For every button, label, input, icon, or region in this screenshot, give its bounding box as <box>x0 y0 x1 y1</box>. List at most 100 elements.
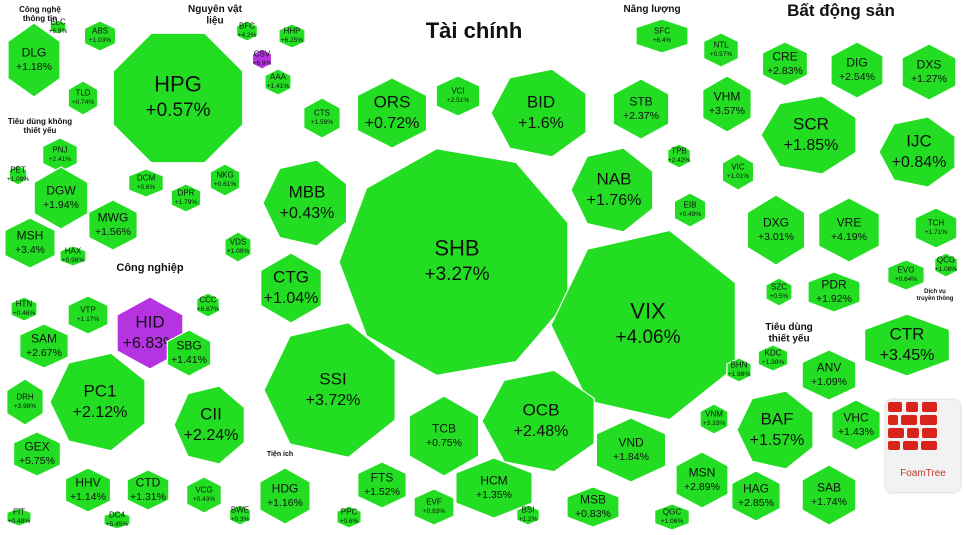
treemap-cell[interactable] <box>566 486 620 528</box>
treemap-cell[interactable] <box>6 507 32 527</box>
treemap-cell[interactable] <box>731 470 781 522</box>
treemap-cell[interactable] <box>408 395 480 477</box>
treemap-cell[interactable] <box>654 503 690 531</box>
treemap-cell[interactable] <box>262 159 348 247</box>
cell-ticker-label: DGW <box>46 183 76 197</box>
treemap-cell[interactable] <box>612 78 670 140</box>
treemap-cell[interactable] <box>229 504 251 526</box>
cell-change-label: +2.89% <box>684 481 720 493</box>
treemap-cell[interactable] <box>170 183 202 213</box>
treemap-cell[interactable] <box>166 329 212 377</box>
cell-ticker-label: VDS <box>230 238 246 247</box>
treemap-cell[interactable] <box>126 469 170 511</box>
treemap-cell[interactable] <box>186 476 222 514</box>
treemap-cell[interactable] <box>338 148 569 376</box>
treemap-cell[interactable] <box>801 349 857 401</box>
treemap-cell[interactable] <box>260 252 322 324</box>
treemap-cell[interactable] <box>675 451 729 509</box>
treemap-cell[interactable] <box>516 504 540 526</box>
cell-change-label: +0.46% <box>13 310 35 317</box>
treemap-cell[interactable] <box>761 41 809 87</box>
treemap-cell[interactable] <box>703 32 739 68</box>
treemap-cell[interactable] <box>209 163 241 197</box>
treemap-cell[interactable] <box>726 357 752 383</box>
treemap-cell[interactable] <box>83 20 117 52</box>
treemap-cell[interactable] <box>435 75 481 117</box>
treemap-cell[interactable] <box>236 20 258 42</box>
treemap-cell[interactable] <box>490 68 587 158</box>
treemap-cell[interactable] <box>6 378 44 426</box>
treemap-cell[interactable] <box>67 295 109 335</box>
cell-change-label: +1.14% <box>70 491 106 503</box>
cell-change-label: +0.84% <box>892 154 947 171</box>
treemap-cell[interactable] <box>736 390 814 470</box>
sector-title: Công nghệ thông tin <box>19 5 61 23</box>
treemap-cell[interactable] <box>128 168 164 198</box>
treemap-cell[interactable] <box>667 143 691 169</box>
treemap-cell[interactable] <box>901 43 957 101</box>
treemap-cell[interactable] <box>702 75 752 133</box>
treemap-cell[interactable] <box>19 323 69 369</box>
treemap-cell[interactable] <box>64 467 112 513</box>
treemap-cell[interactable] <box>7 22 61 98</box>
treemap-cell[interactable] <box>4 217 56 269</box>
treemap-cell[interactable] <box>801 464 857 526</box>
treemap-cell[interactable] <box>887 259 925 291</box>
treemap-cell[interactable] <box>818 197 880 263</box>
treemap-cell[interactable] <box>357 461 407 509</box>
cell-ticker-label: SZC <box>771 283 787 292</box>
treemap-cell[interactable] <box>278 23 306 49</box>
treemap-cell[interactable] <box>699 403 729 435</box>
treemap-cell[interactable] <box>673 192 707 228</box>
treemap-cell[interactable] <box>173 385 245 465</box>
treemap-cell[interactable] <box>757 344 789 372</box>
treemap-cell[interactable] <box>10 296 38 322</box>
treemap-cell[interactable] <box>455 457 533 519</box>
treemap-cell[interactable] <box>263 322 396 458</box>
treemap-cell[interactable] <box>264 68 292 96</box>
treemap-cell[interactable] <box>88 199 138 251</box>
treemap-cell[interactable] <box>49 352 146 452</box>
treemap-cell[interactable] <box>481 369 595 473</box>
treemap-cell[interactable] <box>49 19 67 35</box>
treemap-cell[interactable] <box>336 505 362 529</box>
treemap-cell[interactable] <box>934 252 958 278</box>
treemap-cell[interactable] <box>760 95 857 175</box>
treemap-cell[interactable] <box>595 417 667 483</box>
cell-ticker-label: CRE <box>772 49 797 63</box>
treemap-cell[interactable] <box>13 431 62 477</box>
treemap-cell[interactable] <box>259 467 311 525</box>
treemap-cell[interactable] <box>413 488 455 526</box>
treemap-cell[interactable] <box>251 48 273 70</box>
treemap-cell[interactable] <box>33 166 89 230</box>
treemap-cell[interactable] <box>116 296 184 370</box>
cell-change-label: +2.54% <box>839 71 875 83</box>
treemap-cell[interactable] <box>807 271 861 313</box>
cell-ticker-label: DC4 <box>109 511 126 520</box>
treemap-cell[interactable] <box>831 399 881 451</box>
treemap-cell[interactable] <box>356 77 428 149</box>
treemap-cell[interactable] <box>830 41 884 99</box>
treemap-cell[interactable] <box>8 164 28 186</box>
treemap-cell[interactable] <box>224 231 252 263</box>
treemap-cell[interactable] <box>303 97 341 139</box>
cell-ticker-label: EIB <box>684 201 697 210</box>
treemap-cell[interactable] <box>570 147 654 233</box>
treemap-cell[interactable] <box>59 245 87 267</box>
treemap-cell[interactable] <box>635 18 689 54</box>
treemap-cell[interactable] <box>196 292 220 318</box>
treemap-cell[interactable] <box>112 32 244 164</box>
treemap-cell[interactable] <box>878 116 956 188</box>
treemap-cell[interactable] <box>550 229 737 421</box>
cell-ticker-label: SCR <box>793 114 829 133</box>
cell-change-label: +3.98% <box>14 403 36 410</box>
cell-ticker-label: FTS <box>371 470 394 484</box>
treemap-cell[interactable] <box>914 207 958 249</box>
treemap-cell[interactable] <box>863 313 951 377</box>
treemap-cell[interactable] <box>103 510 131 530</box>
treemap-cell[interactable] <box>67 80 99 116</box>
treemap-cell[interactable] <box>721 153 755 191</box>
treemap-cell[interactable] <box>765 277 793 307</box>
cell-ticker-label: SAB <box>817 480 841 494</box>
treemap-cell[interactable] <box>746 194 806 266</box>
